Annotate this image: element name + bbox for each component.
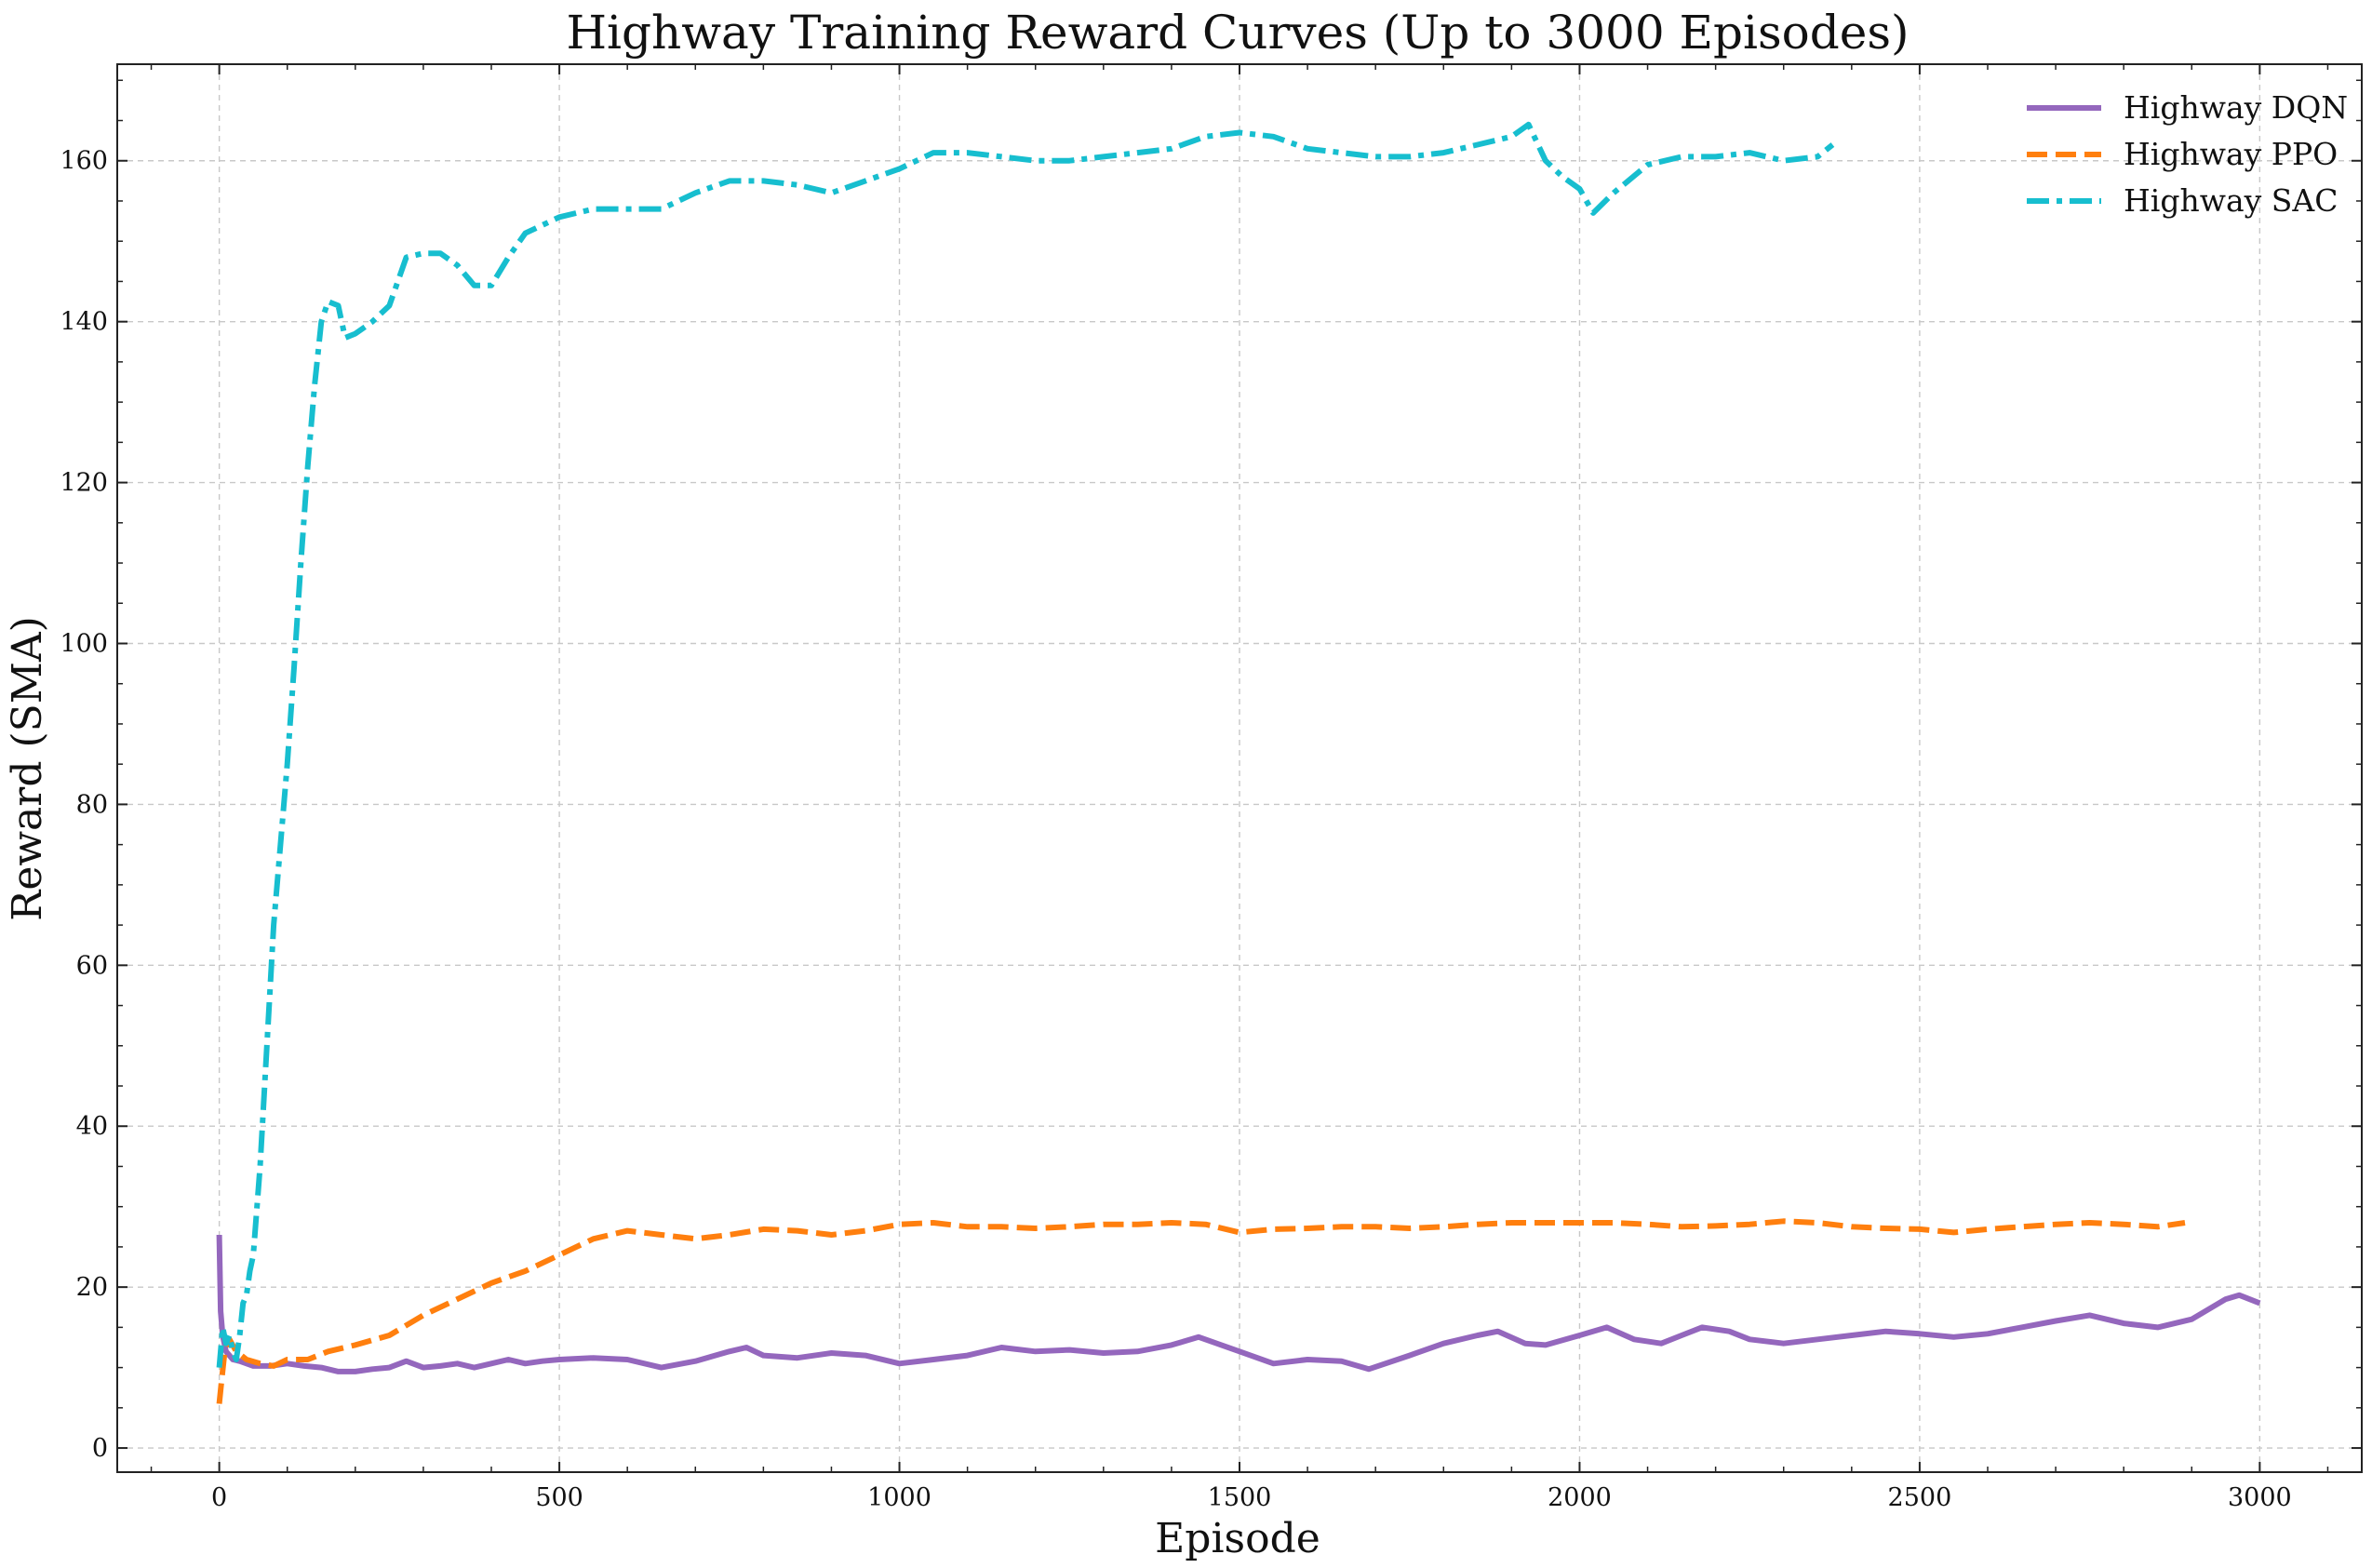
y-tick-label: 80 — [76, 790, 108, 819]
y-tick-label: 20 — [76, 1273, 108, 1302]
y-tick-label: 100 — [60, 629, 108, 658]
x-tick-label: 1500 — [1208, 1483, 1272, 1512]
y-tick-label: 120 — [60, 469, 108, 498]
x-tick-label: 2500 — [1888, 1483, 1952, 1512]
legend-label-highway-dqn: Highway DQN — [2124, 89, 2348, 126]
axis-ticks: 0 500 1000 1500 2000 2500 3000 0 20 40 60 80 100 120 1… — [60, 64, 2362, 1512]
grid-lines — [117, 64, 2362, 1472]
y-axis-label: Reward (SMA) — [4, 616, 51, 921]
x-tick-label: 0 — [211, 1483, 227, 1512]
y-tick-label: 40 — [76, 1112, 108, 1141]
x-tick-label: 3000 — [2228, 1483, 2292, 1512]
x-tick-label: 2000 — [1548, 1483, 1612, 1512]
y-tick-label: 60 — [76, 951, 108, 980]
x-axis-label: Episode — [1155, 1515, 1320, 1562]
series-line-highway-sac — [216, 121, 1835, 1368]
x-tick-label: 500 — [535, 1483, 583, 1512]
legend-label-highway-sac: Highway SAC — [2124, 182, 2338, 219]
y-tick-label: 160 — [60, 147, 108, 176]
x-tick-label: 1000 — [867, 1483, 931, 1512]
series-line-highway-ppo — [216, 1218, 2186, 1404]
series-lines — [216, 121, 2261, 1404]
legend-label-highway-ppo: Highway PPO — [2124, 136, 2338, 172]
series-line-highway-dqn — [216, 1234, 2261, 1374]
chart-title: Highway Training Reward Curves (Up to 30… — [566, 6, 1909, 60]
legend: Highway DQN Highway PPO Highway SAC — [2027, 89, 2348, 219]
y-tick-label: 140 — [60, 308, 108, 337]
y-tick-label: 0 — [92, 1434, 108, 1463]
